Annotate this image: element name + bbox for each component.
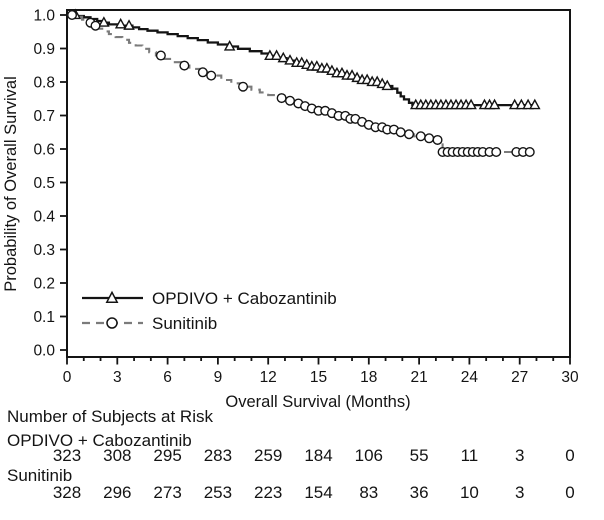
y-tick-label: 0.4 <box>33 208 55 225</box>
x-tick-label: 9 <box>214 369 223 386</box>
at-risk-value: 3 <box>515 446 524 465</box>
censor-triangle-marker-icon <box>522 98 534 110</box>
censor-triangle-marker-icon <box>508 98 521 110</box>
y-tick-label: 0.6 <box>33 141 55 158</box>
at-risk-value: 0 <box>565 446 574 465</box>
at-risk-value: 36 <box>410 483 429 502</box>
censor-triangle-marker-icon <box>465 98 477 110</box>
at-risk-value: 154 <box>304 483 332 502</box>
at-risk-row-label-opdivo-cabozantinib: OPDIVO + Cabozantinib <box>7 431 192 450</box>
censor-triangle-marker-icon <box>264 49 276 60</box>
censor-triangle-marker-icon <box>515 98 528 110</box>
at-risk-value: 11 <box>461 446 479 465</box>
y-tick-label: 0.9 <box>33 41 55 58</box>
at-risk-value: 296 <box>103 483 131 502</box>
survival-curves <box>67 13 537 154</box>
at-risk-values-opdivo-cabozantinib: 323 308 295 283 259 184 106 55 11 3 0 <box>53 446 575 465</box>
censor-markers <box>67 8 541 158</box>
y-tick-label: 0.0 <box>33 342 55 359</box>
censor-circle-marker-icon <box>415 131 426 142</box>
censor-circle-marker-icon <box>238 81 249 92</box>
censor-triangle-marker-icon <box>223 40 236 51</box>
at-risk-table: Number of Subjects at Risk OPDIVO + Cabo… <box>7 407 575 502</box>
at-risk-value: 106 <box>355 446 383 465</box>
censor-triangle-marker-icon <box>270 49 283 60</box>
at-risk-value: 223 <box>254 483 282 502</box>
censor-circle-marker-icon <box>395 127 406 138</box>
y-axis-title: Probability of Overall Survival <box>2 76 20 292</box>
y-tick-label: 1.0 <box>33 7 55 24</box>
at-risk-value: 283 <box>204 446 232 465</box>
x-axis-ticks: 0 3 6 9 12 15 18 21 24 27 30 <box>63 357 579 386</box>
at-risk-value: 10 <box>460 483 479 502</box>
legend: OPDIVO + Cabozantinib Sunitinib <box>82 289 337 333</box>
y-tick-label: 0.7 <box>33 108 55 125</box>
censor-triangle-marker-icon <box>277 51 290 63</box>
at-risk-value: 323 <box>53 446 81 465</box>
legend-label-sunitinib: Sunitinib <box>152 314 217 333</box>
at-risk-value: 253 <box>204 483 232 502</box>
x-tick-label: 0 <box>63 369 72 386</box>
censor-circle-marker-icon <box>206 70 217 81</box>
at-risk-header: Number of Subjects at Risk <box>7 407 213 426</box>
censor-triangle-marker-icon <box>98 16 110 27</box>
censor-circle-marker-icon <box>197 67 208 78</box>
y-axis-ticks: 1.0 0.9 0.8 0.7 0.6 0.5 0.4 0.3 0.2 0.1 0.0 <box>33 7 67 359</box>
at-risk-value: 295 <box>153 446 181 465</box>
censor-triangle-marker-icon <box>488 98 501 110</box>
x-tick-label: 21 <box>410 369 427 386</box>
y-tick-label: 0.2 <box>33 275 55 292</box>
at-risk-value: 308 <box>103 446 131 465</box>
x-tick-label: 27 <box>511 369 528 386</box>
at-risk-value: 184 <box>304 446 332 465</box>
censor-circle-marker-icon <box>491 147 502 158</box>
x-tick-label: 15 <box>310 369 327 386</box>
y-tick-label: 0.8 <box>33 74 55 91</box>
censor-circle-marker-icon <box>90 20 101 31</box>
x-tick-label: 24 <box>461 369 479 386</box>
legend-circle-marker-icon <box>106 317 118 329</box>
x-tick-label: 18 <box>360 369 377 386</box>
x-axis-title: Overall Survival (Months) <box>225 393 410 411</box>
censor-triangle-marker-icon <box>529 98 541 110</box>
censor-circle-marker-icon <box>155 50 166 61</box>
censor-circle-marker-icon <box>524 147 535 158</box>
censor-triangle-marker-icon <box>381 79 394 91</box>
at-risk-values-sunitinib: 328 296 273 253 223 154 83 36 10 3 0 <box>53 483 575 502</box>
y-tick-label: 0.5 <box>33 175 55 192</box>
censor-circle-marker-icon <box>424 133 435 144</box>
legend-item-opdivo-cabozantinib: OPDIVO + Cabozantinib <box>82 289 337 308</box>
censor-circle-marker-icon <box>284 95 295 106</box>
x-tick-label: 3 <box>113 369 122 386</box>
y-tick-label: 0.1 <box>33 309 55 326</box>
censor-triangle-marker-icon <box>114 17 127 29</box>
at-risk-value: 83 <box>359 483 378 502</box>
legend-label-opdivo-cabozantinib: OPDIVO + Cabozantinib <box>152 289 337 308</box>
y-tick-label: 0.3 <box>33 242 55 259</box>
legend-item-sunitinib: Sunitinib <box>82 314 217 333</box>
censor-circle-marker-icon <box>67 9 78 21</box>
km-curve-sunitinib <box>67 13 530 154</box>
at-risk-value: 55 <box>410 446 429 465</box>
censor-circle-marker-icon <box>432 134 443 145</box>
legend-triangle-marker-icon <box>105 290 119 303</box>
at-risk-row-label-sunitinib: Sunitinib <box>7 466 72 485</box>
censor-triangle-marker-icon <box>284 54 296 65</box>
censor-circle-marker-icon <box>276 93 287 104</box>
censor-triangle-marker-icon <box>123 19 135 30</box>
at-risk-value: 0 <box>565 483 574 502</box>
x-tick-label: 30 <box>561 369 579 386</box>
at-risk-value: 273 <box>153 483 181 502</box>
censor-circle-marker-icon <box>179 60 190 71</box>
at-risk-value: 328 <box>53 483 81 502</box>
at-risk-value: 3 <box>515 483 524 502</box>
x-tick-label: 6 <box>163 369 172 386</box>
x-tick-label: 12 <box>260 369 277 386</box>
censor-circle-marker-icon <box>404 129 415 140</box>
at-risk-value: 259 <box>254 446 282 465</box>
